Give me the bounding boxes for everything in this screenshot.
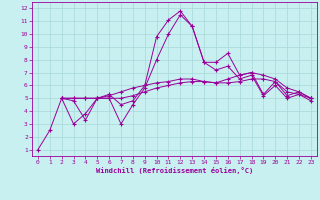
X-axis label: Windchill (Refroidissement éolien,°C): Windchill (Refroidissement éolien,°C) [96,167,253,174]
